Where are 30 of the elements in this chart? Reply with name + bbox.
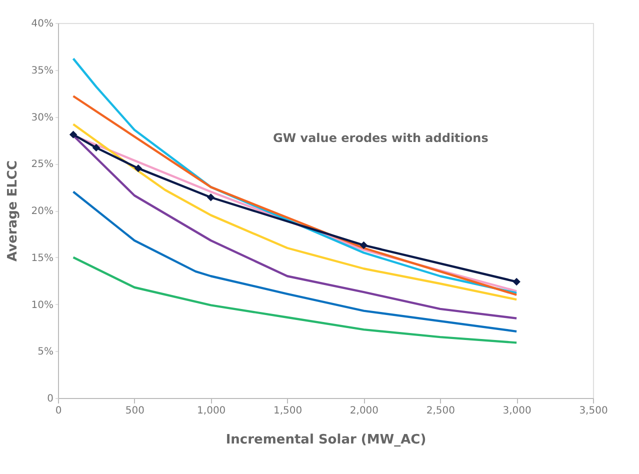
y-tick-label: 30% [31, 112, 54, 124]
x-tick-label: 500 [125, 406, 144, 416]
point [512, 278, 520, 286]
y-axis-title: Average ELCC [5, 160, 20, 262]
y-tick-label: 10% [31, 300, 54, 311]
x-tick-label: 3,500 [579, 406, 608, 416]
annotation: GW value erodes with additions [273, 131, 488, 145]
x-tick-label: 0 [55, 406, 62, 416]
y-tick-label: 25% [31, 159, 54, 170]
y-tick-label: 35% [31, 65, 54, 76]
x-tick-label: 2,000 [350, 406, 379, 416]
y-tick-label: 40% [31, 18, 54, 30]
x-tick-label: 2,500 [426, 406, 455, 416]
point [92, 144, 100, 152]
x-tick-label: 3,000 [502, 406, 532, 416]
line-series [72, 256, 518, 344]
y-tick-label: 20% [31, 206, 54, 217]
point [206, 194, 215, 202]
line-series [72, 190, 518, 333]
x-tick-label: 1,500 [273, 406, 302, 416]
point [360, 241, 368, 250]
point [69, 130, 78, 138]
point [134, 164, 142, 172]
line-series [72, 58, 518, 294]
y-tick-label: 15% [31, 252, 54, 264]
line-series [72, 95, 518, 296]
x-axis-title: Incremental Solar (MW_AC) [226, 432, 426, 448]
y-tick-label: 0 [47, 394, 54, 404]
y-tick-label: 5% [38, 346, 54, 358]
x-tick-label: 1,000 [197, 406, 226, 416]
